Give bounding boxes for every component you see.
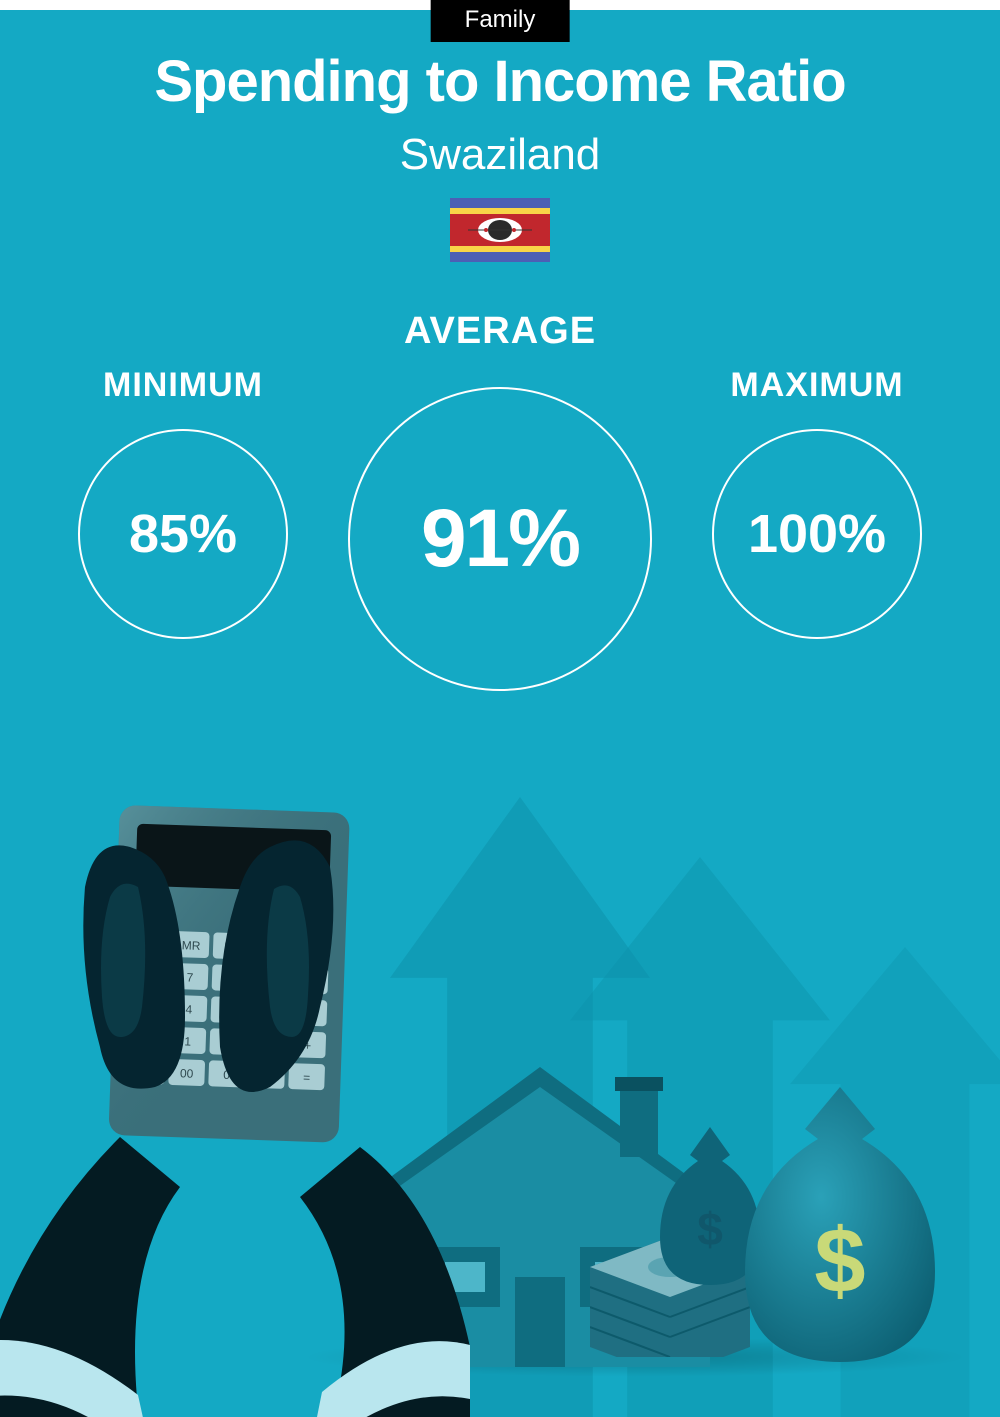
svg-text:7: 7 — [186, 970, 193, 984]
stat-minimum-circle: 85% — [78, 429, 288, 639]
svg-text:4: 4 — [185, 1002, 192, 1016]
stat-average-circle: 91% — [348, 387, 652, 691]
illustration-area: $ $ — [0, 767, 1000, 1417]
stat-maximum-label: MAXIMUM — [730, 366, 903, 405]
svg-text:=: = — [303, 1071, 310, 1085]
stats-row: MINIMUM 85% AVERAGE 91% MAXIMUM 100% — [0, 310, 1000, 691]
page-title: Spending to Income Ratio — [0, 48, 1000, 115]
country-name: Swaziland — [0, 130, 1000, 180]
stat-average: AVERAGE 91% — [348, 310, 652, 691]
stat-maximum-value: 100% — [748, 503, 886, 565]
svg-text:MR: MR — [182, 938, 201, 953]
svg-text:$: $ — [814, 1210, 865, 1312]
svg-text:1: 1 — [184, 1034, 191, 1048]
stat-average-label: AVERAGE — [404, 310, 596, 353]
stat-minimum: MINIMUM 85% — [78, 310, 288, 639]
svg-text:$: $ — [697, 1203, 723, 1255]
stat-average-value: 91% — [421, 492, 579, 586]
country-flag — [450, 198, 550, 262]
hands-calculator-icon: %MUMCMRM-M+:+/-789x►456-C/A123+000.= — [0, 787, 490, 1417]
category-badge: Family — [431, 0, 570, 42]
stat-maximum-circle: 100% — [712, 429, 922, 639]
stat-minimum-value: 85% — [129, 503, 237, 565]
stat-maximum: MAXIMUM 100% — [712, 310, 922, 639]
stat-minimum-label: MINIMUM — [103, 366, 263, 405]
svg-text:00: 00 — [180, 1066, 194, 1080]
badge-label: Family — [465, 6, 536, 33]
money-bag-icon: $ — [730, 1087, 950, 1367]
